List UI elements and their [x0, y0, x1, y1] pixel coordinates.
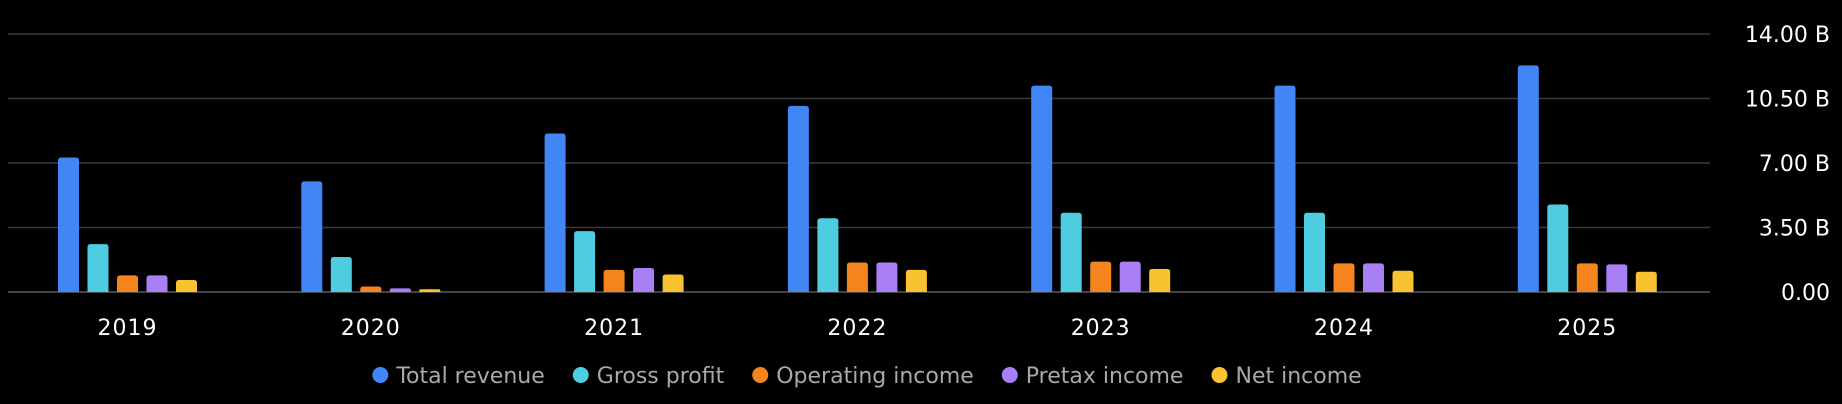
- bar-total-revenue-2023[interactable]: [1031, 85, 1053, 292]
- bar-total-revenue-2025[interactable]: [1517, 65, 1539, 292]
- legend-label: Net income: [1235, 364, 1361, 389]
- bar-gross-profit-2023[interactable]: [1060, 212, 1082, 292]
- y-axis-ticks: 0.00 3.50 B 7.00 B 10.50 B 14.00 B: [1745, 23, 1830, 306]
- bar-operating-income-2024[interactable]: [1333, 263, 1355, 292]
- x-tick-label: 2025: [1557, 316, 1617, 341]
- bar-gross-profit-2021[interactable]: [574, 231, 596, 292]
- bar-gross-profit-2019[interactable]: [87, 244, 109, 292]
- bar-net-income-2025[interactable]: [1635, 271, 1657, 292]
- legend-item-total-revenue[interactable]: Total revenue: [372, 364, 545, 389]
- bar-group-2022: [787, 105, 927, 292]
- bar-net-income-2020[interactable]: [419, 289, 441, 292]
- bar-group-2024: [1274, 85, 1414, 292]
- bar-gross-profit-2022[interactable]: [817, 218, 839, 292]
- x-tick-label: 2022: [827, 316, 887, 341]
- legend-label: Gross profit: [597, 364, 725, 389]
- legend-label: Operating income: [776, 364, 974, 389]
- x-axis-ticks: 2019 2020 2021 2022 2023 2024 2025: [98, 316, 1617, 341]
- bar-group-2023: [1031, 85, 1171, 292]
- bar-pretax-income-2022[interactable]: [876, 262, 898, 292]
- bar-net-income-2021[interactable]: [662, 274, 684, 292]
- bar-group-2019: [58, 157, 197, 292]
- bar-total-revenue-2022[interactable]: [787, 105, 809, 292]
- bar-group-2021: [544, 133, 684, 292]
- legend-item-operating-income[interactable]: Operating income: [752, 364, 974, 389]
- x-tick-label: 2023: [1071, 316, 1131, 341]
- bar-pretax-income-2025[interactable]: [1606, 264, 1628, 292]
- legend-label: Total revenue: [395, 364, 544, 389]
- bar-pretax-income-2024[interactable]: [1363, 263, 1384, 292]
- bar-operating-income-2025[interactable]: [1576, 263, 1598, 292]
- y-tick-label: 3.50 B: [1759, 217, 1830, 242]
- y-tick-label: 14.00 B: [1745, 23, 1830, 48]
- bar-total-revenue-2021[interactable]: [544, 133, 566, 292]
- bar-total-revenue-2020[interactable]: [301, 181, 323, 292]
- legend-swatch: [572, 367, 589, 383]
- bar-net-income-2023[interactable]: [1149, 268, 1171, 292]
- bar-gross-profit-2025[interactable]: [1547, 204, 1569, 292]
- bar-total-revenue-2019[interactable]: [58, 157, 79, 292]
- bar-group-2025: [1517, 65, 1657, 292]
- legend-swatch: [1001, 367, 1018, 383]
- bar-pretax-income-2020[interactable]: [389, 288, 411, 292]
- legend: Total revenue Gross profit Operating incom…: [372, 364, 1362, 389]
- bar-net-income-2024[interactable]: [1392, 270, 1414, 292]
- y-tick-label: 0.00: [1781, 281, 1830, 306]
- bar-operating-income-2019[interactable]: [117, 275, 138, 292]
- bar-group-2020: [301, 181, 441, 292]
- x-tick-label: 2020: [341, 316, 401, 341]
- bar-operating-income-2023[interactable]: [1090, 261, 1112, 292]
- y-tick-label: 7.00 B: [1759, 152, 1830, 177]
- bar-net-income-2019[interactable]: [176, 280, 197, 292]
- legend-label: Pretax income: [1026, 364, 1184, 389]
- bar-gross-profit-2020[interactable]: [330, 256, 352, 292]
- bar-pretax-income-2023[interactable]: [1119, 261, 1141, 292]
- x-tick-label: 2024: [1314, 316, 1374, 341]
- legend-swatch: [372, 367, 389, 383]
- legend-swatch: [1211, 367, 1228, 383]
- legend-item-net-income[interactable]: Net income: [1211, 364, 1362, 389]
- bar-pretax-income-2021[interactable]: [633, 268, 655, 292]
- bars: [58, 65, 1657, 292]
- bar-pretax-income-2019[interactable]: [146, 275, 168, 292]
- bar-operating-income-2021[interactable]: [603, 269, 625, 292]
- bar-operating-income-2020[interactable]: [360, 286, 382, 292]
- bar-gross-profit-2024[interactable]: [1304, 212, 1325, 292]
- x-tick-label: 2019: [98, 316, 158, 341]
- legend-swatch: [752, 367, 769, 383]
- x-tick-label: 2021: [584, 316, 644, 341]
- y-tick-label: 10.50 B: [1745, 88, 1830, 113]
- legend-item-gross-profit[interactable]: Gross profit: [572, 364, 725, 389]
- bar-total-revenue-2024[interactable]: [1274, 85, 1296, 292]
- legend-item-pretax-income[interactable]: Pretax income: [1001, 364, 1184, 389]
- bar-operating-income-2022[interactable]: [846, 262, 868, 292]
- bar-net-income-2022[interactable]: [905, 269, 927, 292]
- gridlines: [8, 33, 1710, 293]
